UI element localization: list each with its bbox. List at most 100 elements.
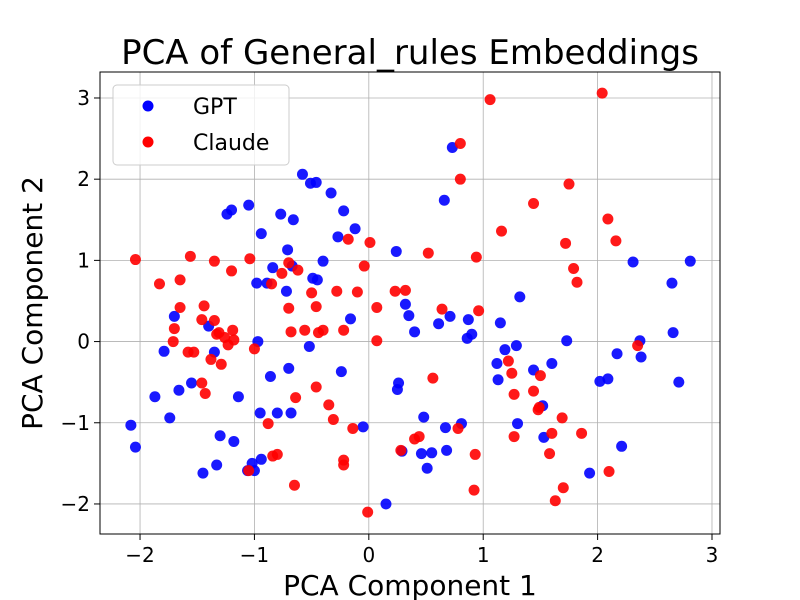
data-point-claude	[371, 301, 383, 313]
data-point-gpt	[666, 277, 678, 289]
data-point-claude	[470, 251, 482, 263]
data-point-gpt	[357, 421, 369, 433]
x-tick-label: −2	[125, 543, 154, 567]
data-point-claude	[422, 247, 434, 259]
x-axis-label: PCA Component 1	[283, 569, 537, 600]
data-point-claude	[215, 358, 227, 370]
data-point-claude	[208, 314, 220, 326]
data-point-claude	[248, 343, 260, 355]
data-point-gpt	[418, 411, 430, 423]
data-point-gpt	[673, 376, 685, 388]
data-point-claude	[208, 255, 220, 267]
data-point-gpt	[335, 366, 347, 378]
data-point-claude	[454, 137, 466, 149]
data-point-claude	[389, 285, 401, 297]
legend-box	[112, 84, 290, 166]
data-point-claude	[362, 506, 374, 518]
data-point-claude	[413, 431, 425, 443]
data-point-claude	[198, 300, 210, 312]
data-point-claude	[358, 260, 370, 272]
data-point-gpt	[338, 205, 350, 217]
data-point-claude	[323, 399, 335, 411]
data-point-claude	[571, 276, 583, 288]
data-point-gpt	[415, 448, 427, 460]
data-point-gpt	[421, 462, 433, 474]
x-tick-label: 0	[362, 543, 375, 567]
data-point-gpt	[492, 374, 504, 386]
data-point-gpt	[254, 407, 266, 419]
data-point-claude	[205, 353, 217, 365]
legend-label-claude: Claude	[193, 131, 269, 156]
data-point-claude	[188, 346, 200, 358]
data-point-claude	[283, 302, 295, 314]
data-point-claude	[327, 414, 339, 426]
data-point-claude	[306, 287, 318, 299]
data-point-claude	[243, 465, 255, 477]
data-point-claude	[288, 479, 300, 491]
data-point-gpt	[243, 199, 255, 211]
data-point-gpt	[214, 430, 226, 442]
plot-frame	[99, 71, 721, 535]
data-point-claude	[196, 377, 208, 389]
data-point-gpt	[380, 498, 392, 510]
data-point-claude	[371, 335, 383, 347]
y-tick-label: −2	[61, 492, 90, 516]
data-point-claude	[153, 278, 165, 290]
data-point-claude	[167, 336, 179, 348]
data-point-gpt	[251, 277, 263, 289]
data-point-claude	[290, 392, 302, 404]
data-point-claude	[347, 422, 359, 434]
data-point-claude	[338, 459, 350, 471]
data-point-claude	[129, 254, 141, 266]
data-point-claude	[244, 253, 256, 265]
data-point-claude	[331, 285, 343, 297]
data-point-claude	[427, 372, 439, 384]
data-point-claude	[271, 448, 283, 460]
data-point-gpt	[611, 348, 623, 360]
data-point-gpt	[311, 274, 323, 286]
data-point-gpt	[271, 407, 283, 419]
data-point-gpt	[228, 435, 240, 447]
data-point-gpt	[409, 326, 421, 338]
data-point-gpt	[149, 391, 161, 403]
data-point-gpt	[264, 370, 276, 382]
data-point-claude	[544, 448, 556, 460]
data-point-gpt	[158, 345, 170, 357]
data-point-gpt	[255, 228, 267, 240]
data-point-claude	[317, 324, 329, 336]
y-tick-label: 1	[77, 248, 90, 272]
data-point-gpt	[439, 422, 451, 434]
data-point-gpt	[226, 204, 238, 216]
axis-ticks: −2 −1 0 1 2 3 −2 −1 0 1 2 3	[61, 86, 719, 567]
data-point-claude	[602, 213, 614, 225]
data-point-gpt	[466, 328, 478, 340]
data-point-claude	[596, 87, 608, 99]
data-point-gpt	[616, 440, 628, 452]
data-point-claude	[174, 274, 186, 286]
chart-title: PCA of General_rules Embeddings	[121, 33, 699, 73]
data-point-claude	[473, 305, 485, 317]
data-point-claude	[568, 262, 580, 274]
data-point-gpt	[345, 313, 357, 325]
data-point-claude	[399, 284, 411, 296]
data-point-claude	[508, 431, 520, 443]
data-point-gpt	[426, 447, 438, 459]
data-point-gpt	[667, 327, 679, 339]
data-point-gpt	[164, 412, 176, 424]
data-points	[125, 87, 696, 518]
y-tick-label: 2	[77, 167, 90, 191]
y-tick-label: 0	[77, 330, 90, 354]
data-point-claude	[563, 178, 575, 190]
data-point-gpt	[438, 194, 450, 206]
data-point-claude	[454, 173, 466, 185]
data-point-gpt	[317, 255, 329, 267]
data-point-gpt	[627, 256, 639, 268]
data-point-gpt	[512, 418, 524, 430]
data-point-claude	[534, 370, 546, 382]
legend: GPT Claude	[112, 84, 290, 166]
data-point-gpt	[197, 467, 209, 479]
data-point-gpt	[349, 223, 361, 235]
data-point-claude	[556, 412, 568, 424]
x-tick-label: 1	[477, 543, 490, 567]
